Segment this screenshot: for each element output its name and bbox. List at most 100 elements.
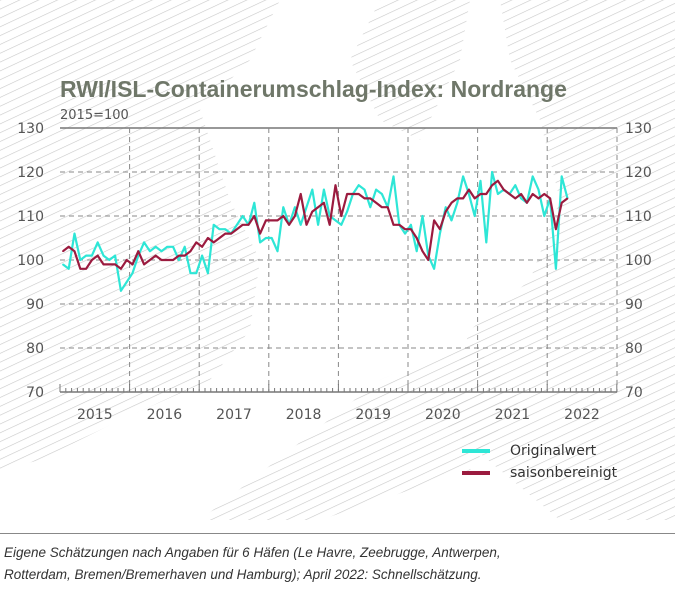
y-tick-label-right: 110 [625,209,652,225]
data-point-originalwert [311,188,314,191]
data-point-originalwert [79,259,82,261]
data-point-originalwert [317,224,319,226]
data-point-saisonbereinigt [73,250,76,252]
data-point-saisonbereinigt [462,197,464,200]
data-point-originalwert [265,237,267,239]
y-tick-label-left: 110 [17,209,44,225]
data-point-originalwert [392,175,395,178]
data-point-originalwert [131,272,134,275]
data-point-originalwert [120,290,122,292]
data-point-saisonbereinigt [375,202,377,204]
legend-label: saisonbereinigt [510,465,618,481]
data-point-originalwert [334,219,337,222]
data-point-saisonbereinigt [253,215,256,217]
data-point-originalwert [456,202,459,204]
data-point-saisonbereinigt [549,197,551,200]
data-point-saisonbereinigt [502,188,505,191]
data-point-saisonbereinigt [415,237,418,239]
legend-item-adjusted: saisonbereinigt [462,462,617,484]
data-point-saisonbereinigt [346,193,348,195]
data-point-originalwert [323,188,325,191]
data-point-originalwert [531,175,534,178]
y-tick-label-right: 90 [625,297,643,313]
y-tick-label-right: 80 [625,341,643,357]
data-point-saisonbereinigt [392,224,395,226]
data-point-originalwert [299,224,302,226]
data-point-originalwert [282,206,285,208]
data-point-originalwert [363,188,366,191]
data-point-originalwert [172,246,174,248]
data-point-saisonbereinigt [566,197,569,200]
source-line: Rotterdam, Bremen/Bremerhaven und Hambur… [4,567,482,582]
data-point-originalwert [195,272,198,275]
data-point-saisonbereinigt [497,180,499,182]
data-point-originalwert [114,254,116,257]
data-point-saisonbereinigt [79,268,82,270]
data-point-originalwert [212,224,215,226]
y-tick-label-right: 100 [625,253,652,269]
data-point-originalwert [520,197,522,200]
data-point-originalwert [497,193,499,195]
data-point-originalwert [189,272,192,275]
data-point-originalwert [491,171,493,173]
data-point-saisonbereinigt [102,263,105,266]
data-point-saisonbereinigt [299,193,302,195]
data-point-originalwert [439,232,441,235]
data-point-saisonbereinigt [508,193,511,195]
legend: Originalwert saisonbereinigt [462,440,617,484]
data-point-originalwert [96,241,99,244]
legend-item-original: Originalwert [462,440,617,462]
data-point-originalwert [410,224,412,226]
data-point-originalwert [154,246,157,248]
data-point-saisonbereinigt [340,215,343,217]
data-point-saisonbereinigt [183,254,186,257]
data-point-saisonbereinigt [398,224,401,226]
data-point-saisonbereinigt [160,259,163,261]
data-point-saisonbereinigt [247,224,250,226]
data-point-saisonbereinigt [143,263,145,266]
data-point-originalwert [160,250,163,252]
data-point-saisonbereinigt [218,237,221,239]
data-point-saisonbereinigt [294,215,296,217]
y-tick-label-left: 80 [26,341,44,357]
data-point-saisonbereinigt [149,259,151,261]
data-point-originalwert [178,259,180,261]
data-point-originalwert [241,215,244,217]
data-point-saisonbereinigt [543,193,546,195]
data-point-saisonbereinigt [352,193,354,195]
x-tick-label: 2015 [77,407,113,423]
data-point-originalwert [73,232,76,235]
data-point-originalwert [473,215,476,217]
data-point-saisonbereinigt [311,210,314,213]
x-tick-label: 2020 [425,407,461,423]
data-point-saisonbereinigt [444,210,447,213]
source-note: Eigene Schätzungen nach Angaben für 6 Hä… [0,533,675,586]
data-point-saisonbereinigt [236,228,238,230]
data-point-originalwert [166,246,169,248]
data-point-originalwert [253,202,256,204]
series-line-saisonbereinigt [62,179,569,270]
data-point-originalwert [375,188,377,191]
data-point-saisonbereinigt [131,263,134,266]
data-point-saisonbereinigt [520,193,522,195]
data-point-saisonbereinigt [125,259,128,261]
data-point-originalwert [102,254,105,257]
source-line: Eigene Schätzungen nach Angaben für 6 Hä… [4,545,501,560]
data-point-originalwert [305,206,308,208]
data-point-saisonbereinigt [328,224,331,226]
data-point-saisonbereinigt [514,197,517,200]
y-tick-label-left: 130 [17,121,44,137]
data-point-originalwert [201,254,203,257]
data-point-saisonbereinigt [450,202,453,204]
data-point-saisonbereinigt [410,228,412,230]
data-point-originalwert [404,232,406,235]
data-point-saisonbereinigt [114,263,116,266]
data-point-saisonbereinigt [491,184,493,186]
data-point-originalwert [444,206,447,208]
data-point-originalwert [143,241,145,244]
data-point-originalwert [91,254,93,257]
data-point-originalwert [415,250,418,252]
data-point-saisonbereinigt [468,188,470,191]
data-point-originalwert [294,206,296,208]
chart-subtitle: 2015=100 [60,108,129,123]
